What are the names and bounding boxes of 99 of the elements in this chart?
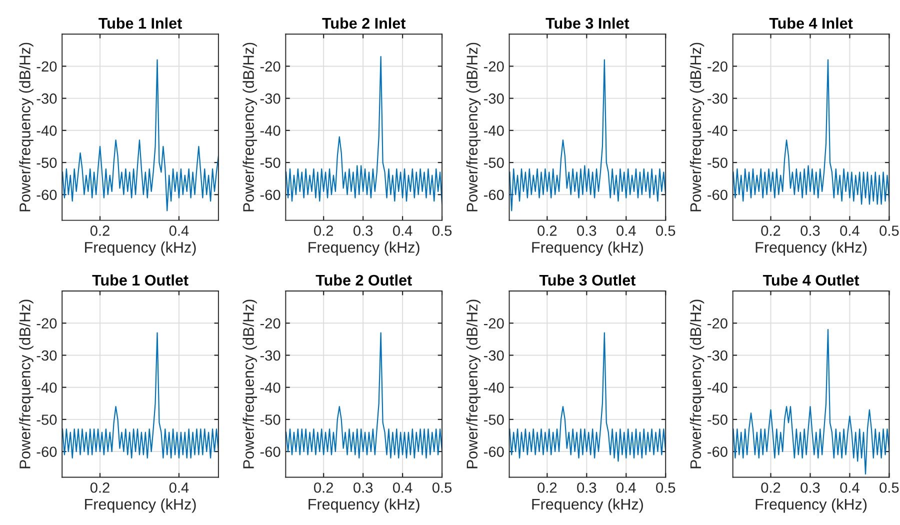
y-axis-title: Power/frequency (dB/Hz) (690, 42, 704, 212)
x-tick-label: 0.5 (432, 482, 452, 493)
y-tick-label: -40 (36, 126, 57, 136)
y-tick-label: -30 (260, 350, 280, 361)
x-axis-title: Frequency (kHz) (756, 498, 867, 513)
line-series (509, 332, 666, 462)
x-axis-title: Frequency (kHz) (85, 498, 196, 513)
y-tick-label: -60 (708, 190, 728, 200)
y-tick-label: -60 (484, 190, 504, 200)
y-tick-label: -40 (260, 126, 280, 136)
x-tick-label: 0.3 (577, 482, 596, 493)
y-tick-label: -20 (36, 61, 57, 72)
y-tick-label: -50 (36, 414, 57, 425)
line-series (286, 332, 442, 459)
line-series (509, 59, 666, 212)
y-axis-title: Power/frequency (dB/Hz) (466, 300, 481, 468)
y-tick-label: -50 (484, 414, 504, 425)
chart-title: Tube 2 Outlet (316, 274, 412, 286)
y-tick-label: -30 (708, 350, 728, 361)
x-tick-label: 0.2 (314, 226, 333, 236)
chart-title: Tube 4 Inlet (769, 18, 853, 29)
y-tick-label: -30 (708, 93, 728, 104)
y-axis-title: Power/frequency (dB/Hz) (242, 300, 257, 468)
line-series (62, 59, 218, 212)
y-axis-title: Power/frequency (dB/Hz) (19, 300, 34, 468)
y-axis-title: Power/frequency (dB/Hz) (19, 42, 34, 212)
x-tick-label: 0.5 (880, 226, 899, 236)
y-tick-label: -20 (484, 61, 504, 72)
chart-title: Tube 3 Inlet (546, 18, 630, 29)
chart-title: Tube 1 Inlet (98, 18, 182, 29)
x-tick-label: 0.3 (800, 226, 820, 236)
y-tick-label: -50 (708, 414, 728, 425)
x-tick-label: 0.2 (761, 226, 780, 236)
x-tick-label: 0.2 (90, 482, 110, 493)
y-tick-label: -40 (484, 382, 504, 393)
y-axis-title: Power/frequency (dB/Hz) (466, 42, 481, 212)
y-tick-label: -60 (484, 446, 504, 457)
x-tick-label: 0.4 (169, 482, 189, 493)
y-tick-label: -40 (708, 382, 728, 393)
x-tick-label: 0.2 (314, 482, 333, 493)
x-tick-label: 0.3 (354, 482, 373, 493)
y-tick-label: -40 (260, 382, 280, 393)
y-tick-label: -50 (708, 158, 728, 168)
x-tick-label: 0.5 (656, 482, 676, 493)
chart-title: Tube 3 Outlet (539, 274, 636, 286)
y-tick-label: -20 (260, 318, 280, 329)
chart-title: Tube 1 Outlet (92, 274, 188, 286)
x-tick-label: 0.5 (880, 482, 899, 493)
y-tick-label: -20 (708, 61, 728, 72)
y-tick-label: -30 (484, 350, 504, 361)
x-axis-title: Frequency (kHz) (532, 242, 643, 256)
chart-title: Tube 2 Inlet (322, 18, 406, 29)
y-tick-label: -50 (260, 414, 280, 425)
y-tick-label: -60 (36, 446, 57, 457)
x-tick-label: 0.2 (538, 482, 557, 493)
y-tick-label: -60 (708, 446, 728, 457)
x-axis-title: Frequency (kHz) (756, 242, 867, 256)
y-tick-label: -20 (484, 318, 504, 329)
x-tick-label: 0.4 (616, 226, 636, 236)
x-tick-label: 0.2 (538, 226, 557, 236)
x-tick-label: 0.5 (432, 226, 452, 236)
x-axis-title: Frequency (kHz) (532, 498, 643, 513)
line-series (732, 59, 890, 205)
y-tick-label: -60 (260, 190, 280, 200)
x-axis-title: Frequency (kHz) (85, 242, 196, 256)
y-tick-label: -20 (36, 318, 57, 329)
x-tick-label: 0.4 (616, 482, 636, 493)
y-tick-label: -60 (260, 446, 280, 457)
x-axis-title: Frequency (kHz) (308, 242, 420, 256)
x-tick-label: 0.3 (577, 226, 596, 236)
y-tick-label: -30 (260, 93, 280, 104)
x-tick-label: 0.4 (169, 226, 189, 236)
y-tick-label: -50 (484, 158, 504, 168)
y-tick-label: -50 (260, 158, 280, 168)
y-tick-label: -30 (36, 93, 57, 104)
x-tick-label: 0.2 (90, 226, 110, 236)
chart-title: Tube 4 Outlet (762, 274, 860, 286)
x-axis-title: Frequency (kHz) (308, 498, 420, 513)
line-series (732, 329, 890, 475)
y-axis-title: Power/frequency (dB/Hz) (242, 42, 257, 212)
x-tick-label: 0.4 (392, 226, 412, 236)
y-tick-label: -60 (36, 190, 57, 200)
line-series (62, 332, 218, 459)
x-tick-label: 0.2 (761, 482, 780, 493)
y-tick-label: -40 (708, 126, 728, 136)
y-tick-label: -40 (484, 126, 504, 136)
y-axis-title: Power/frequency (dB/Hz) (690, 300, 704, 468)
y-tick-label: -50 (36, 158, 57, 168)
y-tick-label: -20 (708, 318, 728, 329)
y-tick-label: -30 (484, 93, 504, 104)
x-tick-label: 0.4 (840, 482, 860, 493)
y-tick-label: -30 (36, 350, 57, 361)
y-tick-label: -40 (36, 382, 57, 393)
y-tick-label: -20 (260, 61, 280, 72)
x-tick-label: 0.4 (840, 226, 860, 236)
x-tick-label: 0.3 (800, 482, 820, 493)
x-tick-label: 0.4 (392, 482, 412, 493)
x-tick-label: 0.5 (656, 226, 676, 236)
x-tick-label: 0.3 (354, 226, 373, 236)
